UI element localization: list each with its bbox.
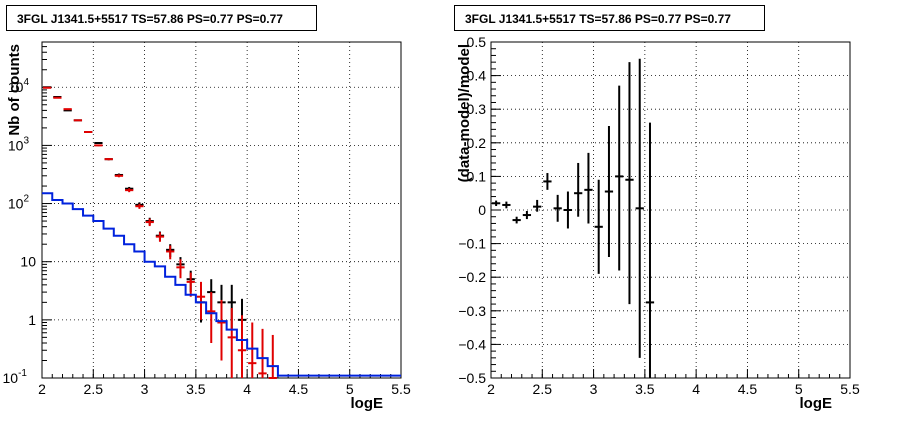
- y-tick-label: 0.1: [467, 168, 487, 184]
- x-tick-label: 2: [487, 381, 495, 397]
- y-tick-label: 0.2: [467, 135, 487, 151]
- y-tick-label: −0.2: [458, 269, 486, 285]
- y-tick-label: 0.4: [467, 68, 487, 84]
- x-tick-label: 5.5: [840, 381, 860, 397]
- y-tick-label: −0.4: [458, 336, 486, 352]
- y-tick-label: 0.3: [467, 101, 487, 117]
- x-tick-label: 4.5: [289, 381, 309, 397]
- plot-frame: [41, 41, 402, 379]
- x-tick-label: 5.5: [391, 381, 411, 397]
- y-axis-label: (data-model)/model: [456, 44, 473, 182]
- x-tick-label: 5: [346, 381, 354, 397]
- y-tick-label: −0.1: [458, 236, 486, 252]
- y-tick-label: 103: [8, 135, 30, 153]
- x-tick-label: 3: [141, 381, 149, 397]
- x-axis-label: logE: [800, 395, 833, 412]
- y-tick-label: 1: [28, 312, 36, 328]
- left-panel-title: 3FGL J1341.5+5517 TS=57.86 PS=0.77 PS=0.…: [6, 5, 317, 31]
- x-tick-label: 4: [243, 381, 251, 397]
- x-tick-label: 3.5: [635, 381, 655, 397]
- x-tick-label: 3: [590, 381, 598, 397]
- model-step-line: [42, 192, 401, 377]
- y-tick-label: 10: [20, 254, 36, 270]
- y-tick-label: 0: [478, 202, 486, 218]
- x-tick-label: 5: [795, 381, 803, 397]
- y-tick-label: −0.5: [458, 370, 486, 386]
- residuals-chart: 2 2.5 3 3.5 4 4.5 5 5.5 logE −0.5 −0.4 −0.3 −0.2 −0.1…: [456, 34, 860, 412]
- y-tick-label: 104: [8, 77, 30, 95]
- x-tick-label: 2.5: [84, 381, 104, 397]
- y-tick-label: −0.3: [458, 303, 486, 319]
- x-tick-label: 4.5: [738, 381, 758, 397]
- right-panel-title: 3FGL J1341.5+5517 TS=57.86 PS=0.77 PS=0.…: [454, 5, 765, 31]
- x-axis-label: logE: [351, 395, 384, 412]
- x-tick-label: 3.5: [186, 381, 206, 397]
- y-tick-label: 0.5: [467, 34, 487, 50]
- y-axis-label: Nb of counts: [6, 44, 23, 136]
- x-tick-label: 2: [38, 381, 46, 397]
- y-tick-label: 102: [8, 194, 30, 212]
- x-tick-label: 4: [692, 381, 700, 397]
- x-tick-label: 2.5: [533, 381, 553, 397]
- plot-frame: [490, 41, 851, 379]
- y-tick-label: 10-1: [3, 368, 28, 386]
